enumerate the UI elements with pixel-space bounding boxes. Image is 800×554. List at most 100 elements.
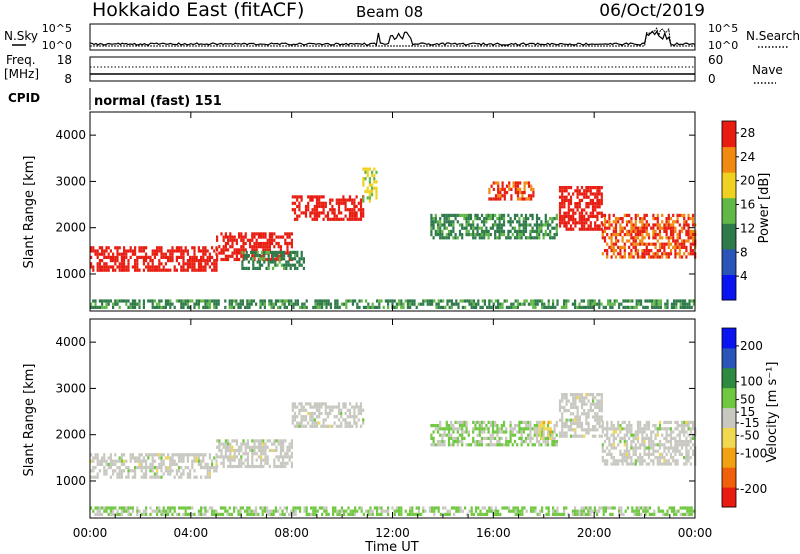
- power-echo-cell: [231, 245, 234, 249]
- power-echo-cell: [685, 220, 688, 224]
- velocity-echo-cell: [647, 443, 651, 447]
- velocity-echo-cell: [563, 405, 566, 409]
- power-echo-cell: [109, 259, 112, 263]
- power-echo-cell: [251, 248, 254, 252]
- power-echo-cell: [679, 305, 682, 309]
- velocity-echo-cell: [679, 506, 682, 510]
- power-echo-cell: [253, 241, 256, 246]
- power-echo-cell: [94, 252, 97, 256]
- velocity-echo-cell: [90, 469, 93, 473]
- velocity-echo-cell: [246, 439, 249, 443]
- velocity-echo-cell: [534, 509, 537, 513]
- power-echo-cell: [278, 257, 281, 261]
- power-echo-cell: [487, 236, 490, 240]
- velocity-echo-cell: [434, 424, 437, 428]
- velocity-echo-cell: [279, 512, 282, 516]
- velocity-echo-cell: [260, 442, 263, 446]
- power-echo-cell: [501, 184, 504, 188]
- power-echo-cell: [466, 299, 469, 303]
- velocity-echo-cell: [218, 455, 221, 459]
- power-echo-cell: [169, 302, 172, 306]
- velocity-echo-cell: [630, 427, 633, 431]
- velocity-echo-cell: [598, 506, 601, 510]
- velocity-echo-cell: [409, 512, 412, 516]
- velocity-echo-cell: [246, 509, 249, 513]
- power-echo-cell: [544, 217, 547, 221]
- power-echo-cell: [249, 245, 252, 249]
- power-echo-cell: [118, 252, 121, 256]
- velocity-echo-cell: [229, 461, 232, 465]
- power-echo-cell: [273, 257, 276, 262]
- power-echo-cell: [136, 255, 139, 259]
- velocity-echo-cell: [598, 425, 601, 429]
- power-echo-cell: [169, 299, 172, 303]
- power-echo-cell: [641, 252, 644, 256]
- velocity-echo-cell: [614, 427, 618, 431]
- power-echo-cell: [578, 221, 581, 225]
- velocity-echo-cell: [589, 393, 592, 397]
- velocity-echo-cell: [547, 506, 550, 510]
- velocity-echo-cell: [603, 459, 607, 463]
- power-echo-cell: [256, 266, 259, 270]
- power-echo-cell: [535, 233, 539, 237]
- velocity-echo-cell: [384, 509, 387, 513]
- velocity-echo-cell: [683, 443, 686, 447]
- velocity-echo-cell: [260, 452, 263, 456]
- power-echo-cell: [632, 255, 635, 259]
- velocity-echo-cell: [333, 415, 336, 419]
- power-echo-cell: [487, 233, 490, 237]
- velocity-echo-cell: [285, 506, 288, 510]
- velocity-echo-cell: [450, 424, 453, 428]
- velocity-echo-cell: [689, 440, 692, 444]
- power-echo-cell: [563, 186, 566, 190]
- velocity-echo-cell: [512, 506, 515, 510]
- velocity-echo-cell: [565, 393, 568, 397]
- velocity-echo-cell: [441, 433, 444, 437]
- velocity-echo-cell: [461, 440, 464, 444]
- velocity-echo-cell: [140, 459, 143, 463]
- velocity-echo-cell: [463, 430, 466, 434]
- velocity-echo-cell: [282, 442, 285, 446]
- velocity-echo-cell: [224, 452, 227, 456]
- velocity-echo-cell: [676, 449, 679, 453]
- power-echo-cell: [202, 252, 205, 256]
- velocity-echo-cell: [145, 472, 148, 476]
- power-echo-cell: [253, 245, 256, 249]
- velocity-echo-cell: [617, 433, 620, 437]
- velocity-echo-cell: [540, 443, 543, 447]
- power-echo-cell: [125, 299, 128, 303]
- power-echo-cell: [516, 236, 519, 240]
- velocity-echo-cell: [439, 512, 442, 516]
- power-echo-cell: [572, 211, 575, 215]
- velocity-echo-cell: [355, 415, 358, 419]
- velocity-echo-cell: [94, 512, 97, 516]
- velocity-echo-cell: [315, 421, 319, 425]
- power-echo-cell: [364, 189, 367, 194]
- power-echo-cell: [215, 246, 218, 250]
- power-echo-cell: [291, 250, 294, 254]
- velocity-echo-cell: [644, 512, 647, 516]
- power-echo-cell: [676, 220, 679, 224]
- velocity-echo-cell: [538, 509, 541, 513]
- velocity-echo-cell: [324, 418, 327, 422]
- velocity-echo-cell: [208, 456, 211, 460]
- power-echo-cell: [321, 299, 324, 303]
- velocity-echo-cell: [457, 506, 460, 510]
- power-echo-cell: [516, 302, 519, 306]
- power-echo-cell: [666, 302, 669, 306]
- power-echo-cell: [532, 302, 535, 306]
- velocity-echo-cell: [452, 440, 455, 444]
- power-echo-cell: [687, 213, 690, 217]
- velocity-echo-cell: [340, 506, 343, 510]
- velocity-echo-cell: [650, 452, 653, 456]
- velocity-echo-cell: [533, 427, 536, 431]
- power-echo-cell: [204, 259, 207, 263]
- power-echo-cell: [524, 213, 528, 217]
- velocity-echo-cell: [344, 405, 347, 409]
- velocity-echo-cell: [246, 464, 249, 469]
- power-echo-cell: [428, 302, 431, 306]
- velocity-echo-cell: [290, 461, 293, 465]
- power-echo-cell: [309, 198, 312, 202]
- power-echo-cell: [467, 223, 470, 227]
